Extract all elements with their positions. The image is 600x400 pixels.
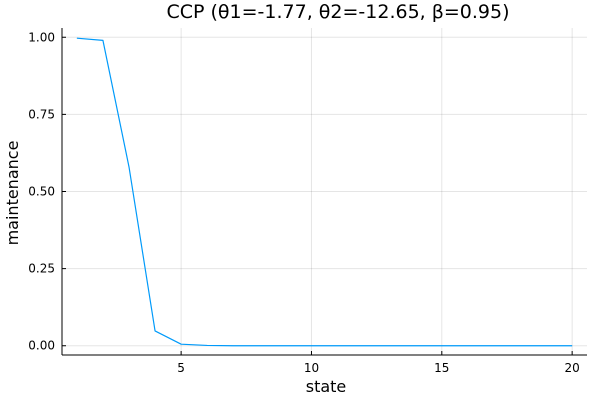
y-tick-label: 0.00 [28,339,55,353]
tick-labels: 5 10 15 20 0.00 0.25 0.50 0.75 1.00 [28,30,580,375]
x-tick-label: 10 [304,361,319,375]
chart-title: CCP (θ1=-1.77, θ2=-12.65, β=0.95) [166,1,509,23]
y-tick-label: 1.00 [28,30,55,44]
x-tick-label: 5 [177,361,185,375]
series-line-0 [76,37,573,347]
series-layer [76,37,573,347]
y-tick-label: 0.25 [28,262,55,276]
axes [61,28,587,356]
x-tick-label: 15 [434,361,449,375]
y-tick-label: 0.50 [28,185,55,199]
x-tick-label: 20 [565,361,580,375]
y-axis-label: maintenance [3,141,22,246]
y-tick-label: 0.75 [28,107,55,121]
x-axis-label: state [306,377,347,396]
